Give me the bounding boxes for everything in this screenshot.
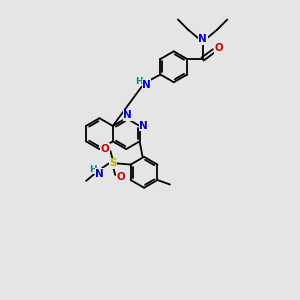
Text: N: N [123, 110, 132, 120]
Text: H: H [89, 165, 96, 174]
Text: N: N [198, 34, 207, 44]
Text: O: O [214, 44, 223, 53]
Text: N: N [139, 121, 148, 131]
Text: O: O [101, 144, 110, 154]
Text: N: N [142, 80, 151, 90]
Text: O: O [116, 172, 125, 182]
Text: H: H [135, 76, 142, 85]
Text: S: S [109, 158, 117, 168]
Text: N: N [95, 169, 104, 179]
